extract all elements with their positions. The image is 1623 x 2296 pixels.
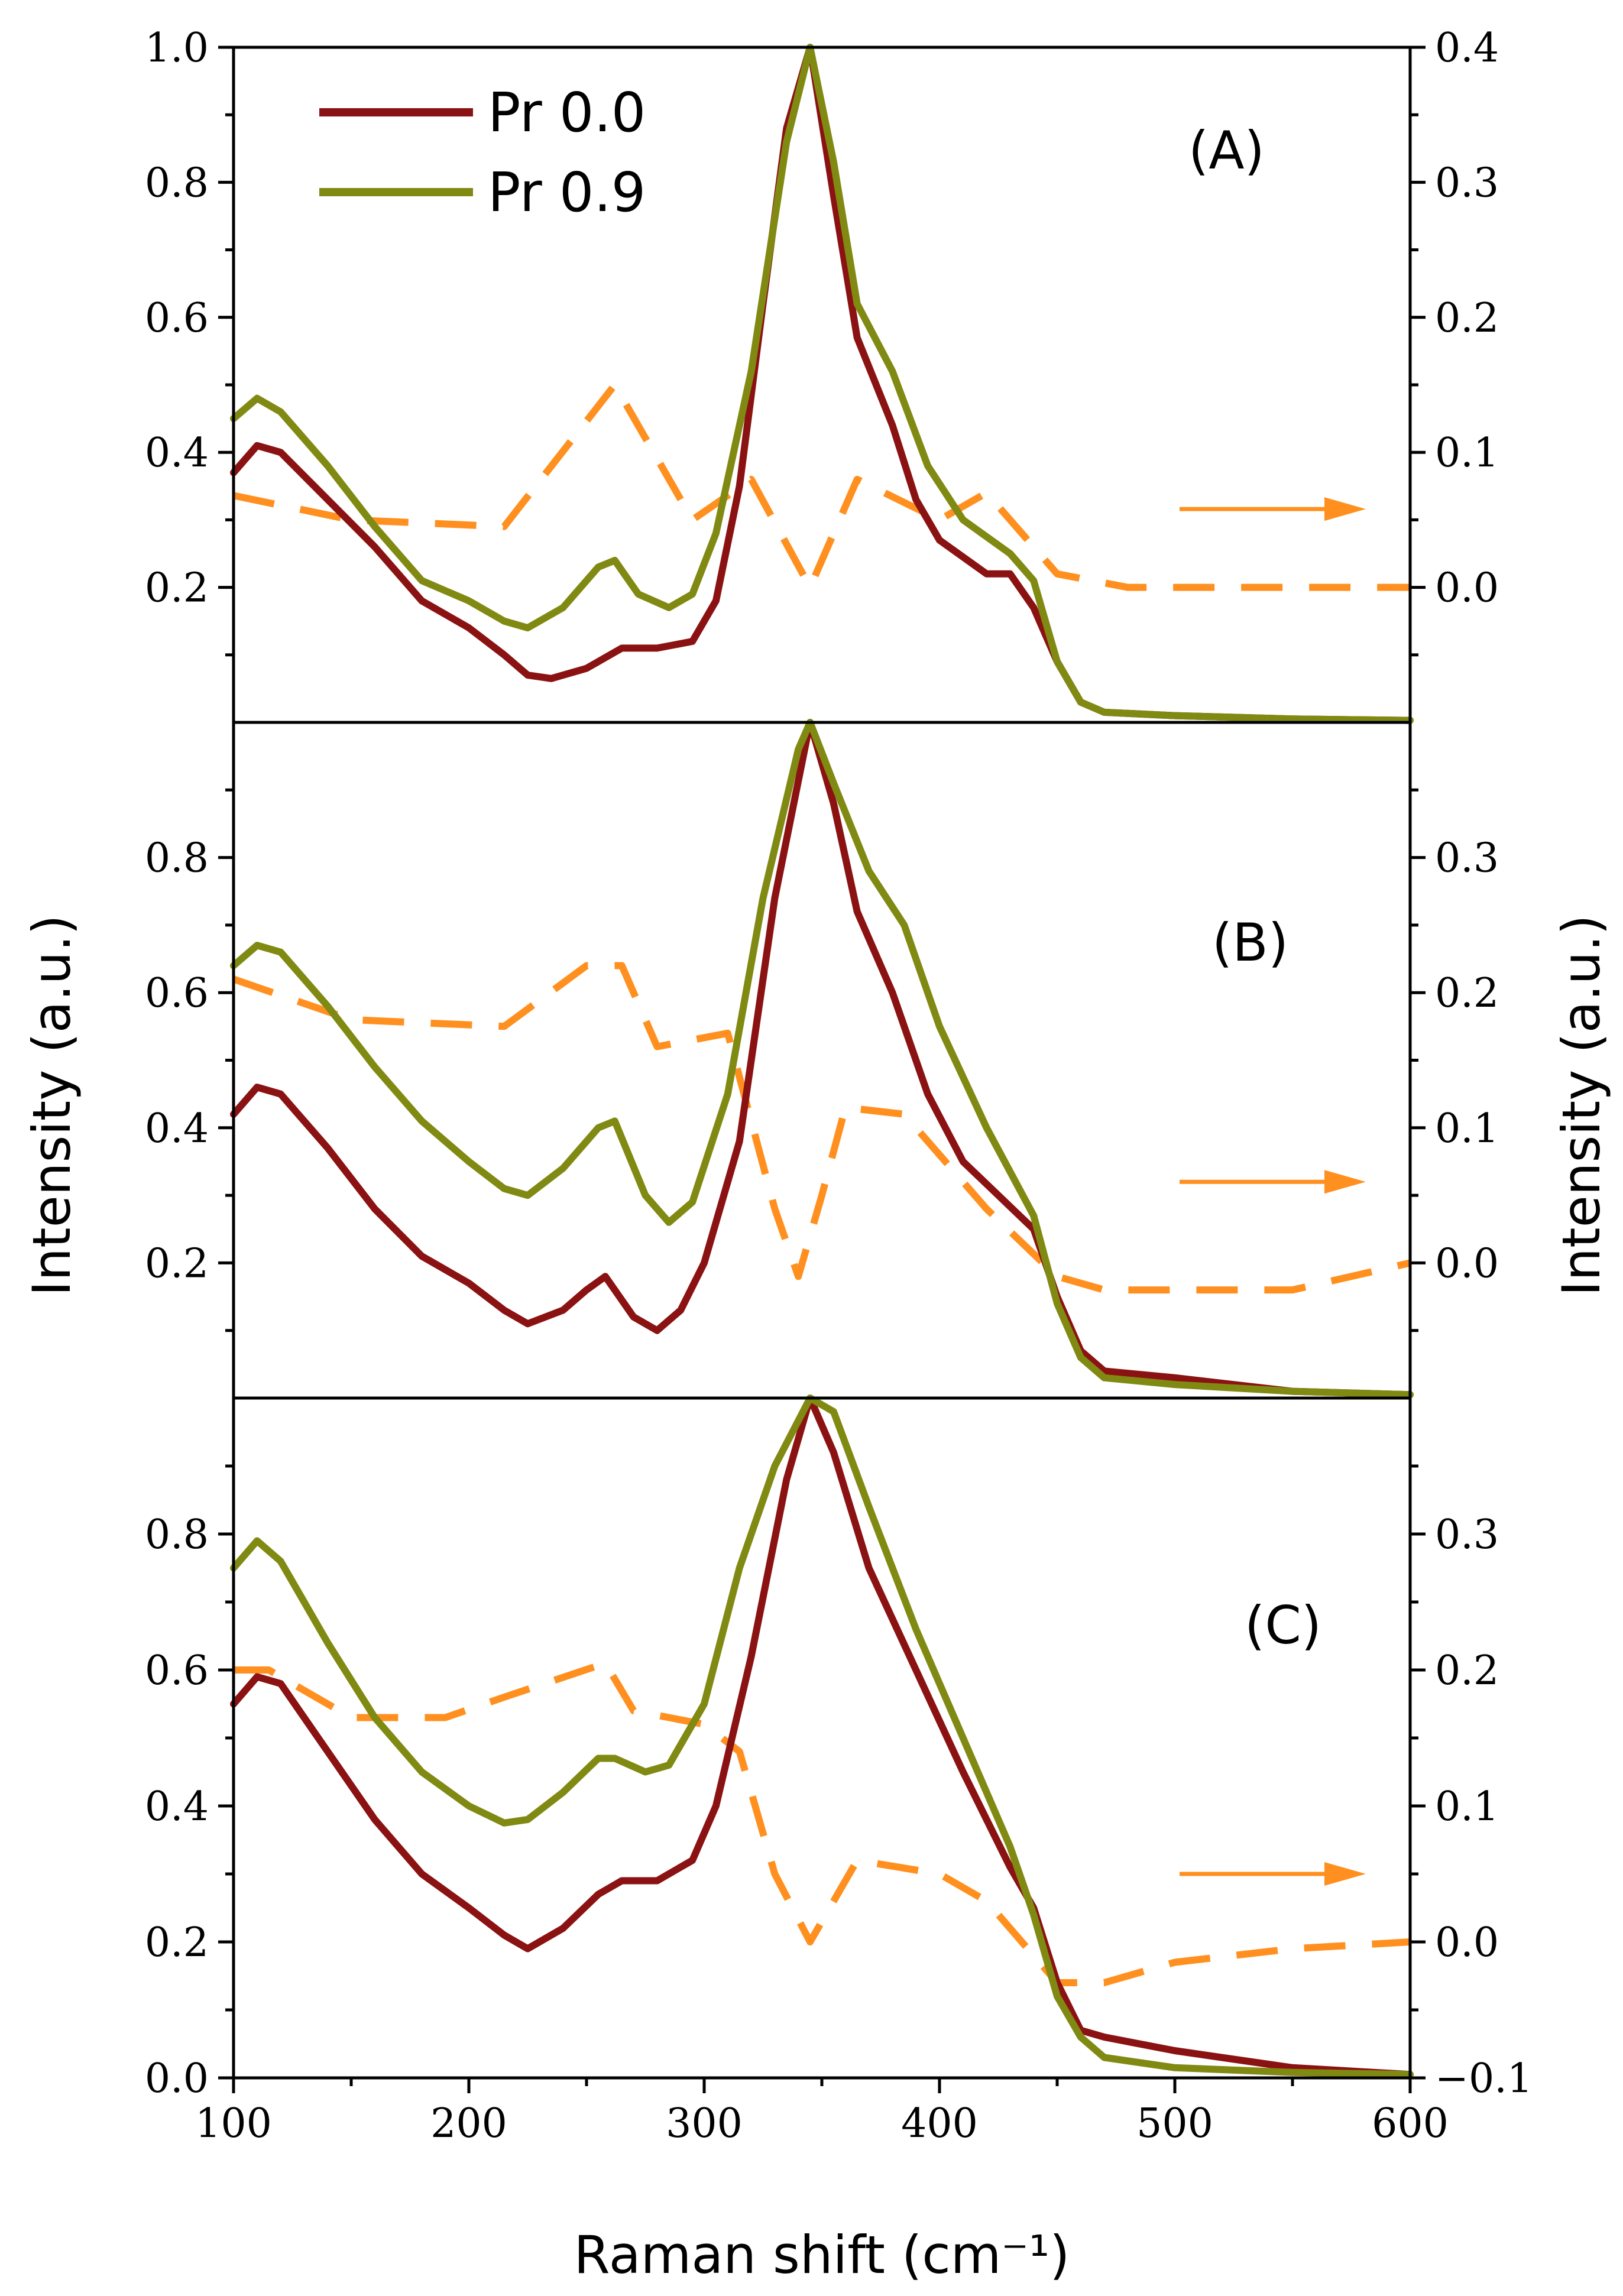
left-tick-label-c: 0.2 [145,1919,209,1966]
panel-frame-b [232,721,1412,1400]
x-tick-label: 400 [901,2100,978,2147]
difference-curve-c [234,1659,1411,1986]
x-tick-label: 500 [1136,2100,1213,2147]
difference-curve-b [232,962,1411,1294]
difference-curve-a [232,381,1410,591]
x-tick-label: 600 [1372,2100,1449,2147]
right-tick-label-b: 0.1 [1435,1105,1499,1152]
ticks-layer: 0.2 0.4 0.6 0.8 1.0 0.0 0.1 0.2 0.3 0.4 0.2 0.4 0.6 0… [145,25,1533,2147]
series-line-pr00-c [230,1395,1414,2078]
right-tick-label-a: 0.0 [1435,565,1499,612]
right-y-axis-title: Intensity (a.u.) [1551,914,1612,1296]
right-tick-label-c: 0.3 [1435,1512,1499,1558]
left-tick-label-c: 0.4 [145,1783,209,1830]
right-tick-label-a: 0.3 [1435,160,1499,206]
left-tick-label-a: 0.4 [145,430,209,476]
left-y-axis-title: Intensity (a.u.) [21,914,82,1296]
panel-label-b: (B) [1212,912,1288,973]
left-tick-label-a: 0.8 [145,160,209,206]
right-axis-arrow-head-b [1324,1170,1366,1194]
left-tick-label-a: 1.0 [145,25,209,72]
left-tick-label-b: 0.6 [145,970,209,1017]
right-tick-label-c: 0.1 [1435,1783,1499,1830]
series-line-pr09-c [230,1395,1414,2078]
right-tick-label-a: 0.1 [1435,430,1499,476]
right-tick-label-b: 0.0 [1435,1240,1499,1287]
left-tick-label-a: 0.6 [145,295,209,342]
x-tick-label: 100 [195,2100,272,2147]
right-tick-label-a: 0.2 [1435,295,1499,342]
panel-c [230,1395,1414,2078]
left-tick-label-b: 0.2 [145,1240,209,1287]
left-tick-label-c: 0.6 [145,1648,209,1694]
left-tick-label-a: 0.2 [145,565,209,612]
frames-layer [232,46,1412,2080]
legend-label-pr00: Pr 0.0 [488,81,646,144]
series-line-pr09-a [230,44,1414,724]
right-axis-arrow-head-a [1324,497,1366,521]
legend-label-pr09: Pr 0.9 [488,161,646,224]
right-tick-label-c: 0.0 [1435,1919,1499,1966]
panels-layer [230,44,1414,2078]
right-tick-label-b: 0.2 [1435,970,1499,1017]
left-tick-label-c: 0.0 [145,2055,209,2102]
x-axis-title: Raman shift (cm⁻¹) [574,2224,1070,2285]
left-tick-label-b: 0.4 [145,1105,209,1152]
legend: Pr 0.0 Pr 0.9 [319,81,646,224]
left-tick-label-c: 0.8 [145,1512,209,1558]
right-tick-label-b: 0.3 [1435,835,1499,882]
right-tick-label-a: 0.4 [1435,25,1499,72]
x-tick-label: 200 [430,2100,507,2147]
panel-b [230,719,1414,1399]
series-line-pr09-b [230,719,1414,1399]
left-tick-label-b: 0.8 [145,835,209,882]
right-tick-label-c: 0.2 [1435,1648,1499,1694]
series-line-pr00-b [230,719,1414,1399]
right-axis-arrow-head-c [1324,1862,1366,1886]
panel-label-c: (C) [1245,1595,1321,1656]
panel-label-a: (A) [1188,120,1265,181]
right-tick-label-c: −0.1 [1435,2055,1533,2102]
panel-frame-c [232,1396,1412,2080]
panel-a [230,44,1414,724]
x-tick-label: 300 [666,2100,743,2147]
